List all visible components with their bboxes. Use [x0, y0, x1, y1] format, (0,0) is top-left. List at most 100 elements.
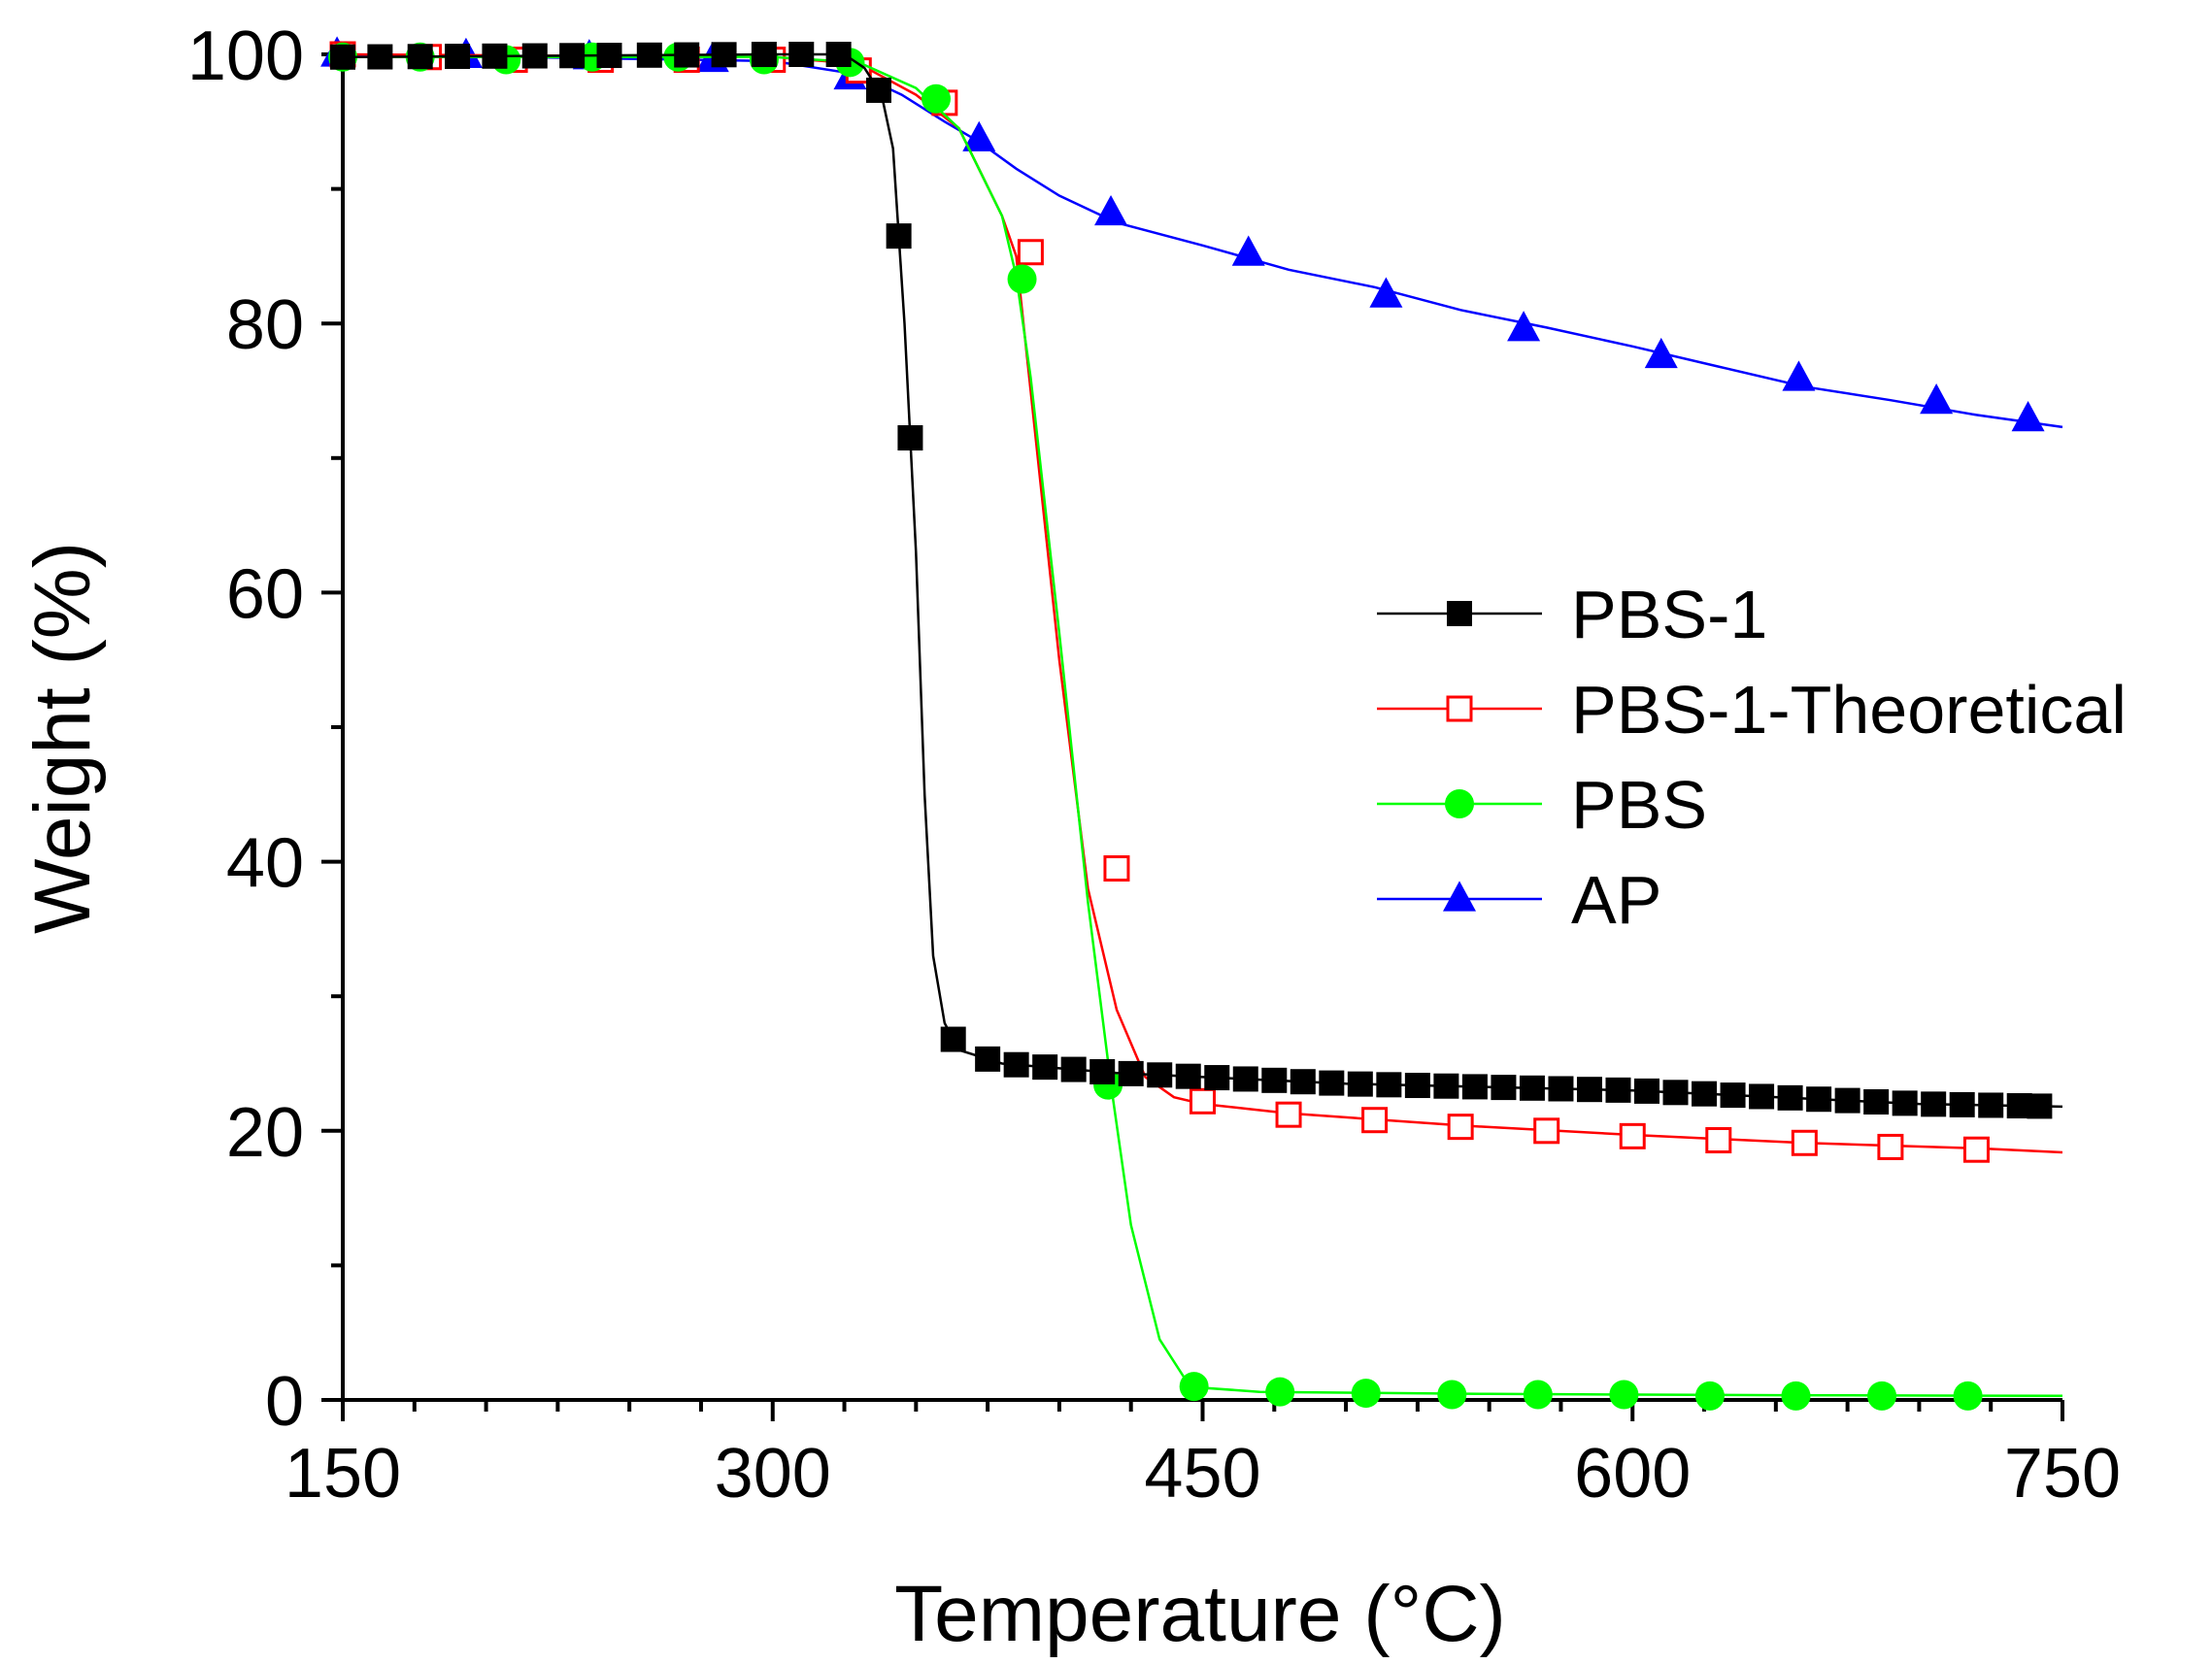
- data-point: [2027, 1093, 2053, 1119]
- data-point: [1694, 1381, 1725, 1411]
- data-point: [1749, 1083, 1775, 1110]
- y-tick-label: 40: [226, 825, 304, 903]
- series-line: [342, 52, 2063, 1154]
- data-point: [1118, 1060, 1144, 1086]
- data-point: [1692, 1081, 1718, 1107]
- data-point: [1204, 1065, 1230, 1091]
- legend-marker: [1446, 695, 1473, 722]
- data-point: [330, 44, 355, 70]
- x-axis-title: Temperature (°C): [894, 1570, 1506, 1658]
- legend-item: PBS: [1377, 767, 1707, 843]
- data-point: [1347, 1071, 1373, 1097]
- legend: PBS-1 PBS-1-Theoretical PBS AP: [1377, 577, 2127, 938]
- data-point: [1361, 1107, 1389, 1134]
- data-point: [1834, 1087, 1860, 1114]
- data-point: [1290, 1069, 1316, 1095]
- legend-label: PBS-1-Theoretical: [1571, 672, 2127, 748]
- series-pbs-1-theoretical: [329, 41, 2063, 1163]
- legend-label: PBS-1: [1571, 577, 1767, 652]
- data-point: [1619, 1122, 1646, 1149]
- data-point: [865, 77, 891, 103]
- data-point: [1791, 1129, 1818, 1156]
- data-point: [1781, 1381, 1811, 1411]
- legend-marker: [1447, 601, 1472, 626]
- data-point: [940, 1026, 966, 1052]
- data-point: [636, 42, 662, 68]
- data-point: [1953, 1381, 1983, 1411]
- y-tick-label: 0: [265, 1363, 304, 1441]
- data-point: [1433, 1073, 1459, 1099]
- data-point: [886, 223, 912, 250]
- y-tick-label: 80: [226, 286, 304, 364]
- data-point: [1103, 855, 1130, 882]
- y-axis-title: Weight (%): [18, 542, 107, 934]
- data-point: [1921, 1091, 1947, 1117]
- data-point: [1662, 1080, 1689, 1106]
- data-point: [1461, 1074, 1488, 1100]
- data-point: [1447, 1114, 1474, 1141]
- y-tick-label: 20: [226, 1094, 304, 1172]
- data-point: [482, 43, 508, 69]
- data-point: [521, 43, 548, 69]
- legend-label: PBS: [1571, 767, 1707, 843]
- data-point: [1705, 1127, 1732, 1154]
- data-point: [1863, 1089, 1890, 1115]
- data-point: [1533, 1117, 1560, 1145]
- data-point: [674, 42, 700, 68]
- data-point: [1720, 1082, 1746, 1109]
- data-point: [1089, 1058, 1116, 1084]
- data-point: [1920, 383, 1954, 415]
- data-point: [1782, 360, 1816, 391]
- data-point: [407, 44, 433, 70]
- legend-item: PBS-1-Theoretical: [1377, 672, 2127, 748]
- data-point: [1634, 1078, 1660, 1104]
- data-point: [1978, 1092, 2004, 1118]
- data-point: [1962, 1136, 1990, 1163]
- data-point: [1275, 1101, 1302, 1128]
- data-point: [1094, 194, 1128, 226]
- x-tick-label: 750: [2004, 1435, 2121, 1513]
- x-tick-label: 450: [1144, 1435, 1260, 1513]
- data-point: [711, 42, 737, 68]
- legend-label: AP: [1571, 862, 1661, 938]
- data-point: [1017, 239, 1044, 266]
- data-point: [1231, 235, 1265, 266]
- data-point: [825, 42, 852, 67]
- data-point: [1806, 1086, 1832, 1113]
- data-point: [1190, 1087, 1216, 1115]
- data-point: [2011, 401, 2045, 432]
- data-point: [897, 425, 923, 451]
- data-point: [1265, 1377, 1295, 1407]
- series-pbs-1: [330, 42, 2063, 1119]
- data-point: [788, 42, 815, 67]
- data-point: [1437, 1380, 1467, 1410]
- series-ap: [320, 36, 2063, 432]
- x-tick-label: 150: [285, 1435, 401, 1513]
- data-point: [1261, 1067, 1288, 1093]
- data-point: [1232, 1066, 1258, 1092]
- y-tick-label: 100: [187, 17, 304, 95]
- data-point: [1032, 1054, 1058, 1081]
- data-point: [1369, 277, 1403, 308]
- data-point: [1351, 1379, 1381, 1409]
- series-layer: [320, 36, 2063, 1411]
- data-point: [596, 43, 622, 69]
- x-tick-label: 300: [715, 1435, 831, 1513]
- data-point: [1605, 1077, 1631, 1103]
- data-point: [1007, 264, 1037, 294]
- data-point: [1576, 1077, 1602, 1103]
- data-point: [1867, 1381, 1897, 1411]
- data-point: [1548, 1076, 1574, 1102]
- legend-item: AP: [1377, 862, 1661, 938]
- data-point: [1609, 1380, 1639, 1410]
- data-point: [962, 120, 996, 151]
- data-point: [1404, 1073, 1430, 1099]
- data-point: [1175, 1063, 1201, 1089]
- legend-marker: [1443, 881, 1476, 912]
- data-point: [367, 44, 393, 70]
- data-point: [1003, 1051, 1029, 1078]
- data-point: [559, 43, 586, 69]
- legend-item: PBS-1: [1377, 577, 1767, 652]
- data-point: [1147, 1062, 1173, 1088]
